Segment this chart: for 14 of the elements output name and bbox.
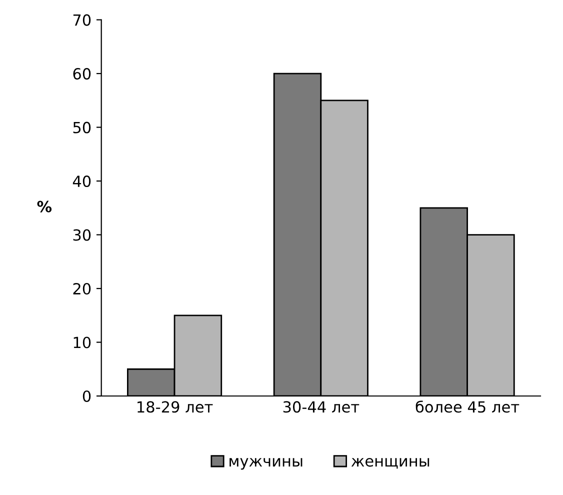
x-tick-label: 18-29 лет [138, 401, 213, 413]
y-tick-label: 10 [74, 336, 91, 348]
y-tick-label: 30 [73, 229, 91, 241]
x-tick-label: более 45 лет [416, 400, 520, 413]
legend-label: мужчины [230, 458, 302, 470]
y-tick-label: 40 [72, 175, 91, 188]
y-tick-label: 70 [73, 14, 91, 26]
y-tick-label: 20 [73, 282, 91, 295]
y-tick-label: 0 [82, 390, 91, 402]
y-axis-title: % [37, 200, 52, 212]
y-tick-label: 60 [73, 68, 91, 80]
y-tick-label: 50 [73, 122, 91, 134]
x-tick-label: 30-44 лет [283, 401, 360, 413]
legend-label: женщины [351, 458, 430, 469]
